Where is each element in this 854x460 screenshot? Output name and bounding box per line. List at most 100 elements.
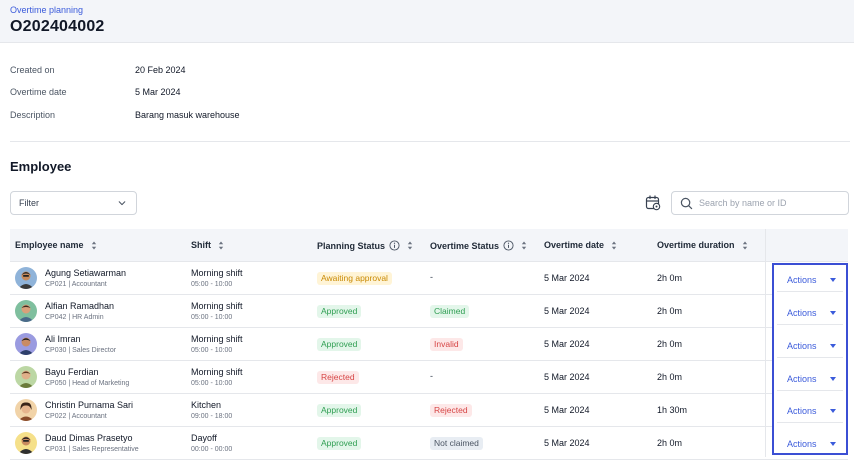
shift-time: 05:00 - 10:00 xyxy=(191,380,233,387)
table-row[interactable]: Agung Setiawarman CP021 | Accountant Mor… xyxy=(10,262,848,295)
sort-icon xyxy=(742,241,747,249)
actions-dropdown-button[interactable]: Actions xyxy=(777,333,843,358)
column-header-shift[interactable]: Shift xyxy=(191,240,224,250)
table-row[interactable]: Daud Dimas Prasetyo CP031 | Sales Repres… xyxy=(10,427,848,460)
overtime-duration: 2h 0m xyxy=(657,306,683,316)
info-value: 5 Mar 2024 xyxy=(135,87,181,97)
sort-icon xyxy=(521,241,527,250)
column-label: Overtime Status xyxy=(430,240,500,251)
actions-label: Actions xyxy=(787,439,817,449)
breadcrumb-overtime-planning[interactable]: Overtime planning xyxy=(10,5,84,15)
info-label: Created on xyxy=(10,65,55,75)
employee-id-role: CP030 | Sales Director xyxy=(45,347,117,354)
table-row[interactable]: Alfian Ramadhan CP042 | HR Admin Morning… xyxy=(10,295,848,328)
avatar xyxy=(15,366,37,388)
search-input[interactable] xyxy=(699,195,844,211)
caret-down-icon xyxy=(830,344,836,348)
info-value: 20 Feb 2024 xyxy=(135,65,186,75)
planning-status-badge: Approved xyxy=(317,404,362,417)
section-title-employee: Employee xyxy=(10,159,72,174)
overtime-date: 5 Mar 2024 xyxy=(544,372,590,382)
actions-label: Actions xyxy=(787,406,817,416)
column-label: Shift xyxy=(191,240,211,250)
employee-name: Ali Imran xyxy=(45,334,81,344)
search-box[interactable] xyxy=(671,191,849,215)
overtime-status-badge: Rejected xyxy=(430,404,472,417)
search-icon xyxy=(680,197,693,210)
divider xyxy=(10,141,850,142)
planning-status-badge: Approved xyxy=(317,437,362,450)
actions-column: Actions Actions Actions Actions Actions … xyxy=(772,263,848,455)
avatar xyxy=(15,300,37,322)
sort-icon xyxy=(407,241,413,250)
table-header: Employee name Shift Planning Status Over… xyxy=(10,229,848,262)
caret-down-icon xyxy=(830,278,836,282)
employee-id-role: CP042 | HR Admin xyxy=(45,314,104,321)
column-header-planning-status[interactable]: Planning Status xyxy=(317,240,413,251)
overtime-duration: 2h 0m xyxy=(657,339,683,349)
info-icon[interactable] xyxy=(389,240,400,251)
filter-dropdown[interactable]: Filter xyxy=(10,191,137,215)
shift-name: Kitchen xyxy=(191,400,222,410)
actions-dropdown-button[interactable]: Actions xyxy=(777,300,843,325)
shift-name: Morning shift xyxy=(191,334,243,344)
shift-time: 05:00 - 10:00 xyxy=(191,347,233,354)
actions-label: Actions xyxy=(787,374,817,384)
caret-down-icon xyxy=(830,377,836,381)
planning-status-badge: Rejected xyxy=(317,371,359,384)
overtime-status-badge: Not claimed xyxy=(430,437,483,450)
shift-time: 05:00 - 10:00 xyxy=(191,281,233,288)
employee-name: Alfian Ramadhan xyxy=(45,301,115,311)
column-label: Overtime date xyxy=(544,240,605,250)
overtime-date: 5 Mar 2024 xyxy=(544,273,590,283)
shift-name: Morning shift xyxy=(191,367,243,377)
employee-name: Daud Dimas Prasetyo xyxy=(45,433,133,443)
overtime-duration: 2h 0m xyxy=(657,438,683,448)
column-header-overtime-date[interactable]: Overtime date xyxy=(544,240,617,250)
actions-dropdown-button[interactable]: Actions xyxy=(777,267,843,292)
avatar xyxy=(15,333,37,355)
overtime-status-badge: Invalid xyxy=(430,338,463,351)
column-header-employee-name[interactable]: Employee name xyxy=(15,240,97,250)
shift-time: 05:00 - 10:00 xyxy=(191,314,233,321)
overtime-duration: 2h 0m xyxy=(657,372,683,382)
column-label: Employee name xyxy=(15,240,84,250)
shift-time: 09:00 - 18:00 xyxy=(191,413,233,420)
info-label: Overtime date xyxy=(10,87,67,97)
sort-icon xyxy=(218,241,224,249)
actions-dropdown-button[interactable]: Actions xyxy=(777,398,843,423)
overtime-duration: 1h 30m xyxy=(657,405,688,415)
info-value: Barang masuk warehouse xyxy=(135,110,240,120)
page-title: O202404002 xyxy=(10,18,105,35)
caret-down-icon xyxy=(830,409,836,413)
overtime-status-badge: Claimed xyxy=(430,305,470,318)
actions-column-divider xyxy=(765,229,766,457)
calendar-settings-icon[interactable] xyxy=(645,195,661,211)
column-label: Planning Status xyxy=(317,240,386,251)
overtime-status-empty: - xyxy=(430,371,433,381)
table-row[interactable]: Bayu Ferdian CP050 | Head of Marketing M… xyxy=(10,361,848,394)
avatar xyxy=(15,267,37,289)
employee-id-role: CP021 | Accountant xyxy=(45,281,107,288)
actions-dropdown-button[interactable]: Actions xyxy=(777,366,843,391)
shift-time: 00:00 - 00:00 xyxy=(191,446,233,453)
employee-name: Bayu Ferdian xyxy=(45,367,99,377)
shift-name: Dayoff xyxy=(191,433,217,443)
planning-status-badge: Awaiting approval xyxy=(317,272,392,285)
column-header-overtime-duration[interactable]: Overtime duration xyxy=(657,240,748,250)
table-row[interactable]: Christin Purnama Sari CP022 | Accountant… xyxy=(10,394,848,427)
avatar xyxy=(15,432,37,454)
filter-label: Filter xyxy=(19,198,39,208)
actions-label: Actions xyxy=(787,275,817,285)
info-icon[interactable] xyxy=(503,240,514,251)
actions-dropdown-button[interactable]: Actions xyxy=(777,431,843,456)
employee-id-role: CP022 | Accountant xyxy=(45,413,107,420)
overtime-date: 5 Mar 2024 xyxy=(544,405,590,415)
overtime-date: 5 Mar 2024 xyxy=(544,306,590,316)
table-row[interactable]: Ali Imran CP030 | Sales Director Morning… xyxy=(10,328,848,361)
overtime-status-empty: - xyxy=(430,272,433,282)
page-header: Overtime planning O202404002 xyxy=(0,0,854,43)
column-label: Overtime duration xyxy=(657,240,735,250)
column-header-overtime-status[interactable]: Overtime Status xyxy=(430,240,527,251)
employee-id-role: CP050 | Head of Marketing xyxy=(45,380,130,387)
